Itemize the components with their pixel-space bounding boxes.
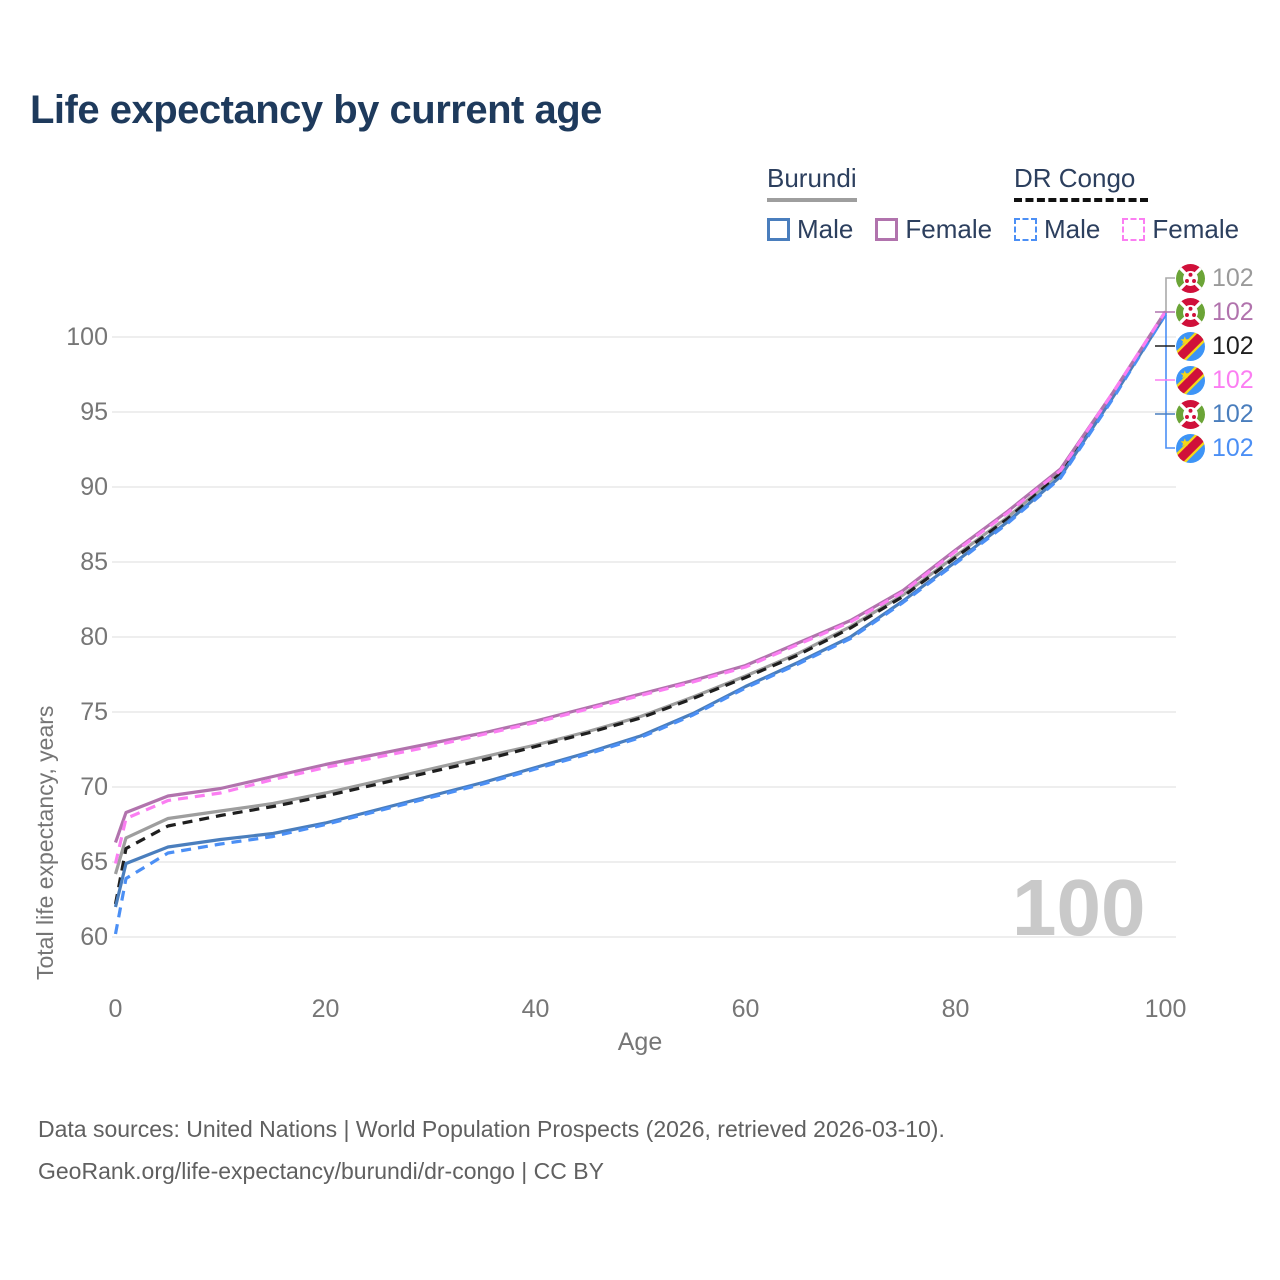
endpoint-label-burundi-both-sexes[interactable]: 102	[1176, 263, 1254, 293]
x-axis-title: Age	[617, 1028, 663, 1056]
legend-country-burundi[interactable]: Burundi	[767, 163, 992, 202]
endpoint-value: 102	[1212, 365, 1254, 394]
x-tick-20: 20	[311, 995, 340, 1023]
dr-congo-female-label: Female	[1152, 214, 1240, 244]
drc-flag-icon	[1176, 433, 1205, 463]
series-line-dr-congo-both-sexes[interactable]	[113, 312, 1167, 905]
y-tick-70: 70	[80, 773, 108, 801]
y-tick-60: 60	[80, 923, 108, 951]
data-sources-text: Data sources: United Nations | World Pop…	[38, 1116, 945, 1142]
x-tick-100: 100	[1144, 995, 1187, 1023]
y-tick-85: 85	[80, 548, 108, 576]
series-line-burundi-female[interactable]	[113, 310, 1167, 844]
legend-country-dr-congo[interactable]: DR Congo	[1014, 163, 1239, 202]
legend-group-dr-congo: DR Congo Male Female	[1014, 163, 1239, 245]
series-line-dr-congo-female[interactable]	[113, 310, 1167, 864]
endpoint-label-dr-congo-both-sexes[interactable]: 102	[1176, 331, 1254, 361]
legend-toggle-burundi-male[interactable]: Male	[767, 214, 853, 245]
endpoint-value: 102	[1212, 263, 1254, 292]
legend-toggle-dr-congo-female[interactable]: Female	[1122, 214, 1239, 245]
burundi-female-label: Female	[905, 214, 993, 244]
endpoint-label-burundi-female[interactable]: 102	[1176, 297, 1254, 327]
burundi-flag-icon	[1176, 399, 1205, 429]
x-tick-0: 0	[108, 995, 123, 1023]
x-tick-80: 80	[941, 995, 970, 1023]
burundi-female-checkbox[interactable]	[875, 218, 899, 241]
legend-group-burundi: Burundi Male Female	[767, 163, 992, 245]
page-title: Life expectancy by current age	[30, 88, 602, 132]
endpoint-value: 102	[1212, 331, 1254, 360]
legend-toggle-dr-congo-male[interactable]: Male	[1014, 214, 1100, 245]
endpoint-value: 102	[1212, 433, 1254, 462]
y-tick-80: 80	[80, 623, 108, 651]
age-watermark: 100	[1012, 863, 1146, 952]
georank-url-text: GeoRank.org/life-expectancy/burundi/dr-c…	[38, 1158, 604, 1184]
dr-congo-dashed-line-swatch	[1014, 198, 1148, 202]
endpoint-label-dr-congo-female[interactable]: 102	[1176, 365, 1254, 395]
burundi-flag-icon	[1176, 263, 1205, 293]
series-line-dr-congo-male[interactable]	[113, 313, 1167, 935]
leader-line-top	[1165, 277, 1175, 314]
burundi-male-label: Male	[797, 214, 854, 244]
burundi-solid-line-swatch	[767, 198, 857, 202]
legend-country-dr-congo-label: DR Congo	[1014, 163, 1136, 193]
series-line-burundi-male[interactable]	[113, 313, 1167, 908]
endpoint-label-burundi-male[interactable]: 102	[1176, 399, 1254, 429]
y-tick-90: 90	[80, 473, 108, 501]
y-tick-100: 100	[66, 323, 108, 351]
drc-flag-icon	[1176, 331, 1205, 361]
legend-toggle-burundi-female[interactable]: Female	[875, 214, 992, 245]
endpoint-value: 102	[1212, 297, 1254, 326]
burundi-male-checkbox[interactable]	[767, 218, 790, 241]
series-line-burundi-both-sexes[interactable]	[113, 312, 1167, 875]
leader-line-bottom	[1165, 313, 1175, 449]
footer: Data sources: United Nations | World Pop…	[38, 1108, 945, 1192]
y-tick-75: 75	[80, 698, 108, 726]
y-tick-95: 95	[80, 398, 108, 426]
y-tick-65: 65	[80, 848, 108, 876]
x-tick-40: 40	[521, 995, 550, 1023]
burundi-flag-icon	[1176, 297, 1205, 327]
endpoint-value: 102	[1212, 399, 1254, 428]
dr-congo-female-checkbox[interactable]	[1122, 218, 1146, 241]
endpoint-label-dr-congo-male[interactable]: 102	[1176, 433, 1254, 463]
dr-congo-male-label: Male	[1044, 214, 1101, 244]
legend-country-burundi-label: Burundi	[767, 163, 857, 193]
dr-congo-male-checkbox[interactable]	[1014, 218, 1037, 241]
drc-flag-icon	[1176, 365, 1205, 395]
x-tick-60: 60	[731, 995, 760, 1023]
